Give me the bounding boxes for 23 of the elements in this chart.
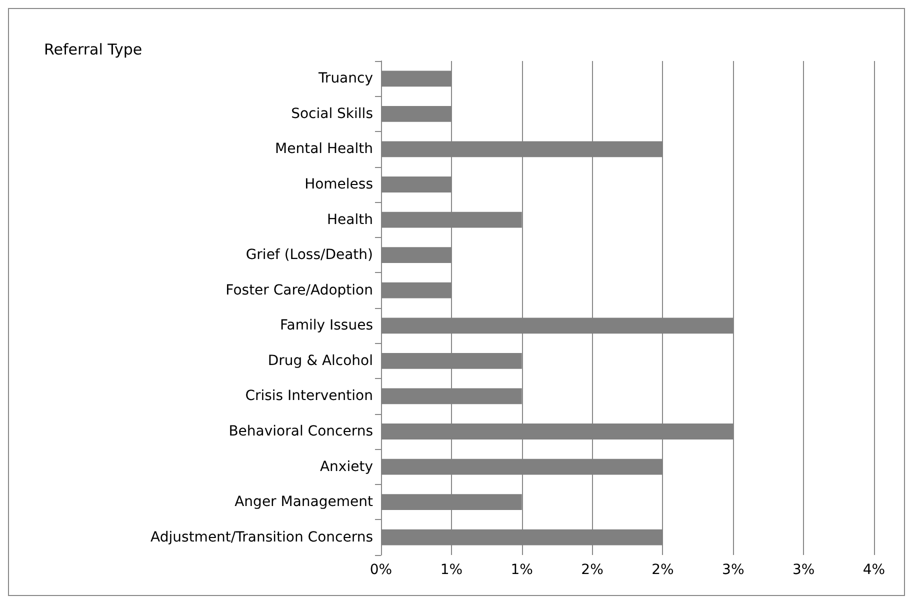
y-tick-label: Anxiety	[320, 458, 373, 475]
y-tick-label: Crisis Intervention	[245, 388, 373, 404]
y-tick-label: Health	[327, 212, 373, 228]
y-tick-label: Drug & Alcohol	[268, 352, 373, 369]
x-tick-label: 1%	[440, 562, 463, 578]
text: Referral Type	[44, 40, 142, 58]
y-tick-label: Mental Health	[275, 141, 373, 158]
x-tick-label: 3%	[722, 562, 744, 578]
x-tick-label: 0%	[370, 562, 392, 578]
y-tick-label: Social Skills	[291, 106, 373, 122]
x-tick-label: 3%	[792, 562, 815, 578]
x-tick-label: 4%	[862, 562, 886, 578]
y-tick-label: Adjustment/Transition Concerns	[150, 529, 373, 546]
y-tick-label: Homeless	[304, 176, 373, 192]
y-tick-label: Behavioral Concerns	[228, 424, 373, 440]
x-tick-label: 2%	[652, 562, 674, 578]
y-tick-label: Anger Management	[234, 494, 374, 510]
y-tick-label: Foster Care/Adoption	[226, 282, 373, 298]
y-tick-label: Truancy	[317, 70, 373, 87]
x-tick-label: 1%	[510, 562, 533, 578]
x-tick-label: 2%	[581, 562, 604, 578]
y-tick-label: Family Issues	[280, 318, 373, 334]
y-tick-label: Grief (Loss/Death)	[246, 247, 373, 264]
